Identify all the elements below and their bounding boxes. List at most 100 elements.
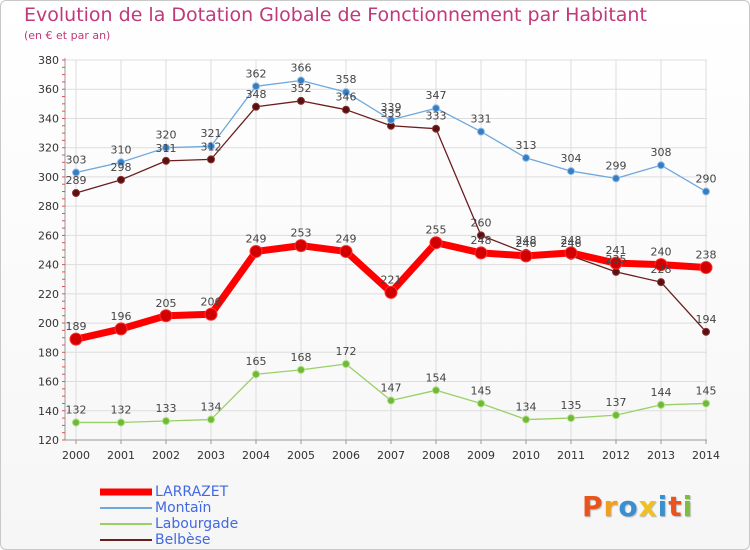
legend-label: Labourgade (155, 516, 239, 532)
data-point-montain (387, 115, 395, 124)
data-point-belbese (702, 327, 710, 336)
data-label-montain: 347 (426, 89, 447, 102)
legend-label: Montaïn (155, 500, 212, 516)
data-point-larrazet (339, 244, 353, 258)
y-tick-label: 180 (38, 346, 59, 359)
data-label-labourgade: 145 (696, 384, 717, 397)
data-label-belbese: 289 (66, 174, 87, 187)
data-label-montain: 304 (561, 152, 582, 165)
x-tick-label: 2005 (287, 449, 315, 462)
data-point-labourgade (72, 418, 80, 427)
data-label-labourgade: 134 (201, 401, 222, 414)
x-tick-label: 2013 (647, 449, 675, 462)
data-label-labourgade: 132 (111, 403, 132, 416)
data-label-belbese: 335 (381, 107, 402, 120)
data-label-montain: 310 (111, 143, 132, 156)
legend-swatch (100, 507, 152, 509)
data-point-labourgade (387, 396, 395, 405)
data-label-belbese: 260 (471, 216, 492, 229)
x-tick-label: 2009 (467, 449, 495, 462)
logo-letter: P (582, 490, 604, 523)
data-label-montain: 358 (336, 73, 357, 86)
data-label-larrazet: 249 (246, 232, 267, 245)
y-tick-label: 380 (38, 54, 59, 67)
data-label-montain: 339 (381, 101, 402, 114)
chart-subtitle: (en € et par an) (24, 29, 111, 42)
logo-letter: x (638, 490, 658, 523)
data-point-labourgade (477, 399, 485, 408)
proxiti-logo: Proxiti (582, 490, 693, 523)
data-point-montain (342, 88, 350, 97)
data-point-labourgade (432, 386, 440, 395)
data-label-belbese: 194 (696, 313, 717, 326)
data-point-labourgade (522, 415, 530, 424)
data-point-labourgade (567, 414, 575, 423)
x-tick-label: 2008 (422, 449, 450, 462)
data-label-larrazet: 206 (201, 295, 222, 308)
legend-swatch (100, 488, 152, 496)
data-point-larrazet (519, 249, 533, 263)
data-point-montain (117, 158, 125, 167)
data-label-labourgade: 135 (561, 399, 582, 412)
data-point-larrazet (249, 244, 263, 258)
data-label-belbese: 235 (606, 253, 627, 266)
data-label-belbese: 312 (201, 140, 222, 153)
data-label-belbese: 298 (111, 161, 132, 174)
data-point-belbese (207, 155, 215, 164)
data-label-larrazet: 196 (111, 310, 132, 323)
data-label-larrazet: 249 (336, 232, 357, 245)
y-tick-label: 360 (38, 83, 59, 96)
data-point-belbese (477, 231, 485, 240)
y-tick-label: 140 (38, 405, 59, 418)
data-point-larrazet (429, 236, 443, 250)
data-label-montain: 303 (66, 154, 87, 167)
data-label-montain: 362 (246, 67, 267, 80)
data-label-labourgade: 147 (381, 382, 402, 395)
data-point-labourgade (252, 370, 260, 379)
x-tick-label: 2002 (152, 449, 180, 462)
data-point-larrazet (699, 261, 713, 275)
data-point-belbese (342, 105, 350, 114)
data-label-labourgade: 145 (471, 384, 492, 397)
legend-swatch (100, 539, 152, 541)
y-tick-label: 200 (38, 317, 59, 330)
data-label-larrazet: 255 (426, 224, 447, 237)
data-point-montain (297, 76, 305, 85)
data-label-larrazet: 248 (471, 234, 492, 247)
data-label-larrazet: 253 (291, 227, 312, 240)
data-label-montain: 331 (471, 113, 492, 126)
data-label-labourgade: 134 (516, 401, 537, 414)
y-tick-label: 120 (38, 434, 59, 447)
data-label-labourgade: 165 (246, 355, 267, 368)
data-point-larrazet (609, 256, 623, 270)
data-label-larrazet: 189 (66, 320, 87, 333)
data-point-belbese (657, 278, 665, 287)
data-label-montain: 299 (606, 159, 627, 172)
data-label-montain: 308 (651, 146, 672, 159)
y-tick-label: 220 (38, 288, 59, 301)
data-point-montain (702, 187, 710, 196)
data-point-labourgade (162, 417, 170, 425)
x-tick-label: 2012 (602, 449, 630, 462)
legend-label: LARRAZET (155, 484, 229, 500)
data-point-belbese (252, 102, 260, 111)
data-label-larrazet: 241 (606, 244, 627, 257)
y-tick-label: 320 (38, 142, 59, 155)
y-tick-label: 260 (38, 229, 59, 242)
data-point-larrazet (159, 309, 173, 323)
y-tick-label: 340 (38, 112, 59, 125)
x-tick-label: 2007 (377, 449, 405, 462)
data-point-montain (657, 161, 665, 170)
x-tick-label: 2006 (332, 449, 360, 462)
data-label-belbese: 348 (246, 88, 267, 101)
data-point-larrazet (654, 258, 668, 272)
data-point-larrazet (114, 322, 128, 336)
data-label-labourgade: 168 (291, 351, 312, 364)
data-point-montain (162, 143, 170, 152)
data-label-montain: 320 (156, 129, 177, 142)
data-point-larrazet (204, 307, 218, 321)
data-point-montain (567, 167, 575, 176)
data-point-montain (612, 174, 620, 183)
data-label-labourgade: 172 (336, 345, 357, 358)
data-point-belbese (72, 189, 80, 197)
